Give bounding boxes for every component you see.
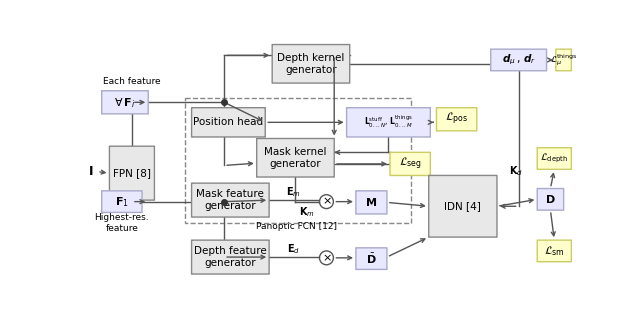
Text: FPN [8]: FPN [8]	[113, 168, 151, 178]
FancyBboxPatch shape	[429, 175, 497, 237]
Text: Mask kernel
generator: Mask kernel generator	[264, 147, 326, 169]
Text: $\times$: $\times$	[321, 253, 332, 263]
Text: $\mathcal{L}_{\mathrm{depth}}$: $\mathcal{L}_{\mathrm{depth}}$	[540, 152, 568, 165]
Text: $\boldsymbol{d}_{\mu}\,,\, \boldsymbol{d}_r$: $\boldsymbol{d}_{\mu}\,,\, \boldsymbol{d…	[502, 53, 536, 67]
Text: Depth feature
generator: Depth feature generator	[194, 246, 267, 268]
FancyBboxPatch shape	[191, 183, 269, 217]
Text: $\forall\, \mathbf{F}_i$: $\forall\, \mathbf{F}_i$	[115, 95, 136, 110]
FancyBboxPatch shape	[347, 108, 430, 137]
Text: IDN [4]: IDN [4]	[444, 201, 481, 211]
Text: $\bar{\mathbf{D}}$: $\bar{\mathbf{D}}$	[366, 252, 377, 266]
FancyBboxPatch shape	[272, 44, 349, 83]
Text: $\mathbf{K}_d$: $\mathbf{K}_d$	[509, 164, 522, 178]
FancyBboxPatch shape	[537, 188, 564, 210]
Text: $\mathcal{L}_{\mathrm{seg}}$: $\mathcal{L}_{\mathrm{seg}}$	[399, 156, 422, 172]
Text: Each feature: Each feature	[103, 77, 161, 86]
Text: $\mathbf{I}$: $\mathbf{I}$	[88, 165, 93, 178]
FancyBboxPatch shape	[257, 139, 334, 177]
Text: $\times$: $\times$	[321, 196, 332, 207]
FancyBboxPatch shape	[436, 108, 477, 131]
FancyBboxPatch shape	[356, 191, 387, 214]
FancyBboxPatch shape	[109, 146, 154, 200]
FancyBboxPatch shape	[356, 248, 387, 269]
FancyBboxPatch shape	[537, 240, 572, 262]
Text: $\mathbf{M}$: $\mathbf{M}$	[365, 196, 378, 208]
FancyBboxPatch shape	[102, 91, 148, 114]
Text: Depth kernel
generator: Depth kernel generator	[277, 53, 344, 75]
FancyBboxPatch shape	[491, 49, 547, 71]
Text: $\mathcal{L}^{\mathrm{things}}_{\mu}$: $\mathcal{L}^{\mathrm{things}}_{\mu}$	[550, 52, 577, 68]
FancyBboxPatch shape	[537, 148, 572, 169]
FancyBboxPatch shape	[556, 49, 572, 71]
Text: Panoptic FCN [12]: Panoptic FCN [12]	[257, 222, 337, 231]
Text: Position head: Position head	[193, 117, 264, 127]
FancyBboxPatch shape	[191, 108, 265, 137]
FancyBboxPatch shape	[191, 240, 269, 274]
Text: $\mathbf{K}_{m}$: $\mathbf{K}_{m}$	[299, 205, 315, 219]
Text: $\mathbf{E}_{m}$: $\mathbf{E}_{m}$	[285, 186, 301, 199]
FancyBboxPatch shape	[102, 191, 142, 212]
Text: $\mathbf{F}_1$: $\mathbf{F}_1$	[115, 195, 129, 209]
FancyBboxPatch shape	[390, 152, 430, 175]
Text: $\mathcal{L}_{\mathrm{sm}}$: $\mathcal{L}_{\mathrm{sm}}$	[544, 244, 564, 258]
Text: Highest-res.
feature: Highest-res. feature	[95, 213, 149, 233]
Text: $\mathbf{L}^{\mathrm{stuff}}_{0...N},\, \mathbf{L}^{\mathrm{things}}_{0...M}$: $\mathbf{L}^{\mathrm{stuff}}_{0...N},\, …	[364, 114, 413, 131]
Text: $\mathcal{L}_{\mathrm{pos}}$: $\mathcal{L}_{\mathrm{pos}}$	[445, 111, 468, 127]
Text: $\mathbf{D}$: $\mathbf{D}$	[545, 193, 556, 205]
Text: $\mathbf{E}_d$: $\mathbf{E}_d$	[287, 242, 300, 255]
Text: Mask feature
generator: Mask feature generator	[196, 189, 264, 211]
